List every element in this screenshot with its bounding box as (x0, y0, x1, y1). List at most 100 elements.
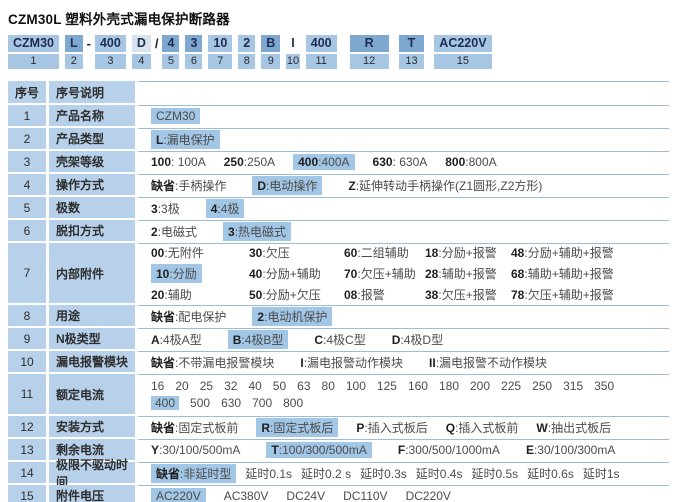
code-position-number: 11 (305, 54, 337, 69)
column-header-index: 序号 (8, 81, 46, 103)
code-segment: 400 11 (305, 35, 337, 69)
option: 延时0.5s (471, 466, 519, 481)
option: F:300/500/1000mA (397, 443, 500, 457)
row-options: 缺省:非延时型 延时0.1s 延时0.2 s 延时0.3s 延时0.4s 延时0.5s 延时… (138, 462, 669, 483)
table-row: 4 操作方式 缺省:手柄操作 D:电动操作 Z:延伸转动手柄操作(Z1圆形,Z2方形) (8, 174, 669, 195)
row-index: 4 (8, 174, 46, 195)
option: A:4极A型 (151, 332, 202, 347)
option: 20 (175, 379, 189, 393)
option-highlighted: T:100/300/500mA (266, 442, 372, 458)
table-row: 10 漏电报警模块 缺省:不带漏电报警模块 I:漏电报警动作模块 II:漏电报警不动作模… (8, 351, 669, 372)
model-code-strip: CZM30 1 L 2-400 3 D 4/4 5 3 6 10 7 2 8 B 9 I 10 400 11 R 12 T 1… (8, 35, 669, 69)
row-options: 缺省:固定式板前 R:固定式板后 P:插入式板后 Q:插入式板前 W:抽出式板后 (138, 416, 669, 437)
code-chip: 3 (185, 35, 203, 52)
option-highlighted: 400:400A (293, 154, 355, 170)
option: Z:延伸转动手柄操作(Z1圆形,Z2方形) (348, 178, 543, 193)
row-index: 9 (8, 328, 46, 349)
option: Y:30/100/500mA (151, 443, 241, 457)
option: 250 (532, 379, 553, 393)
option: 50:分励+欠压 (249, 288, 321, 302)
option: 38:欠压+报警 (425, 288, 497, 302)
option: 50 (272, 379, 287, 393)
code-position-number: 10 (286, 54, 300, 69)
options-line: CZM30 (151, 108, 669, 124)
row-index: 10 (8, 351, 46, 372)
option: 16 (151, 379, 165, 393)
code-chip: 4 (162, 35, 180, 52)
option: 3:3极 (151, 201, 180, 216)
row-options: 缺省:手柄操作 D:电动操作 Z:延伸转动手柄操作(Z1圆形,Z2方形) (138, 174, 669, 195)
option: C:4极C型 (314, 332, 366, 347)
option: D:4极D型 (391, 332, 444, 347)
option: DC24V (286, 488, 326, 502)
table-row: 1 产品名称 CZM30 (8, 105, 669, 126)
code-segment: CZM30 1 (8, 35, 59, 69)
row-options: AC220V AC380V DC24V DC110V DC220V (138, 485, 669, 502)
options-line: Y:30/100/500mA T:100/300/500mA F:300/500/1… (151, 442, 669, 458)
option-highlighted: AC220V (151, 487, 206, 502)
row-index: 6 (8, 220, 46, 241)
row-label: 壳架等级 (49, 151, 135, 172)
page-title: CZM30L 塑料外壳式漏电保护断路器 (8, 12, 230, 27)
option: AC380V (223, 488, 269, 502)
option: 25 (199, 379, 214, 393)
option-highlighted: 2:电动机保护 (252, 306, 333, 326)
row-index: 1 (8, 105, 46, 126)
option: 缺省:配电保护 (151, 309, 227, 324)
column-header-description: 序号说明 (49, 81, 135, 103)
options-number-line: 16 20 25 32 40 50 63 80 100 125 160 180 200 225 250 315… (151, 379, 669, 393)
row-index: 7 (8, 243, 46, 303)
options-line: 缺省:手柄操作 D:电动操作 Z:延伸转动手柄操作(Z1圆形,Z2方形) (151, 175, 669, 195)
option-highlighted: 10:分励 (151, 264, 202, 283)
code-separator: / (154, 36, 159, 51)
option: 40:分励+辅助 (249, 267, 321, 281)
code-position-number: 9 (261, 54, 281, 69)
options-line: 缺省:固定式板前 R:固定式板后 P:插入式板后 Q:插入式板前 W:抽出式板后 (151, 417, 669, 437)
row-label: 极数 (49, 197, 135, 218)
option: 78:欠压+辅助+报警 (511, 288, 614, 302)
option: 延时0.6s (527, 466, 574, 481)
code-chip: 10 (208, 35, 233, 52)
table-row: 7 内部附件 00:无附件 30:欠压 60:二组辅助 18:分励+报警 48:分励+辅助+… (8, 243, 669, 303)
options-line: 2:电磁式 3:热电磁式 (151, 221, 669, 241)
column-header-spacer (138, 81, 669, 103)
option: E:30/100/300mA (525, 443, 616, 457)
code-position-number: 1 (8, 54, 59, 69)
row-index: 8 (8, 305, 46, 326)
table-row: 3 壳架等级 100: 100A 250:250A 400:400A 630: 630A 8… (8, 151, 669, 172)
row-index: 2 (8, 128, 46, 149)
options-line: 100: 100A 250:250A 400:400A 630: 630A 800:80… (151, 154, 669, 170)
options-line: AC220V AC380V DC24V DC110V DC220V (151, 487, 669, 502)
code-chip: L (64, 35, 83, 52)
option: II:漏电报警不动作模块 (429, 355, 548, 370)
option: 60:二组辅助 (344, 246, 409, 260)
option: 20:辅助 (151, 288, 192, 302)
option-highlighted: L:漏电保护 (151, 129, 220, 149)
option: 延时0.1s (245, 466, 293, 481)
code-position-number: 15 (434, 54, 492, 69)
code-position-number: 12 (349, 54, 389, 69)
row-options: 缺省:不带漏电报警模块 I:漏电报警动作模块 II:漏电报警不动作模块 (138, 351, 669, 372)
option: 00:无附件 (151, 246, 204, 260)
option: 缺省:不带漏电报警模块 (151, 355, 275, 370)
code-segment: T 13 (398, 35, 425, 69)
code-chip: R (349, 35, 389, 52)
option: 30:欠压 (249, 246, 290, 260)
row-label: 操作方式 (49, 174, 135, 195)
row-label: 安装方式 (49, 416, 135, 437)
row-label: 产品类型 (49, 128, 135, 149)
table-row: 11 额定电流 16 20 25 32 40 50 63 80 100 125 160 180 200 225… (8, 374, 669, 414)
row-options: 00:无附件 30:欠压 60:二组辅助 18:分励+报警 48:分励+辅助+报警 10:… (138, 243, 669, 303)
row-options: 100: 100A 250:250A 400:400A 630: 630A 800:80… (138, 151, 669, 172)
row-label: 漏电报警模块 (49, 351, 135, 372)
row-options: 缺省:配电保护 2:电动机保护 (138, 305, 669, 326)
option: W:抽出式板后 (536, 420, 612, 435)
table-row: 12 安装方式 缺省:固定式板前 R:固定式板后 P:插入式板后 Q:插入式板前 W:抽出式… (8, 416, 669, 437)
row-index: 14 (8, 462, 46, 483)
code-segment: 10 7 (208, 35, 233, 69)
row-label: 脱扣方式 (49, 220, 135, 241)
option: 500 (190, 396, 211, 410)
